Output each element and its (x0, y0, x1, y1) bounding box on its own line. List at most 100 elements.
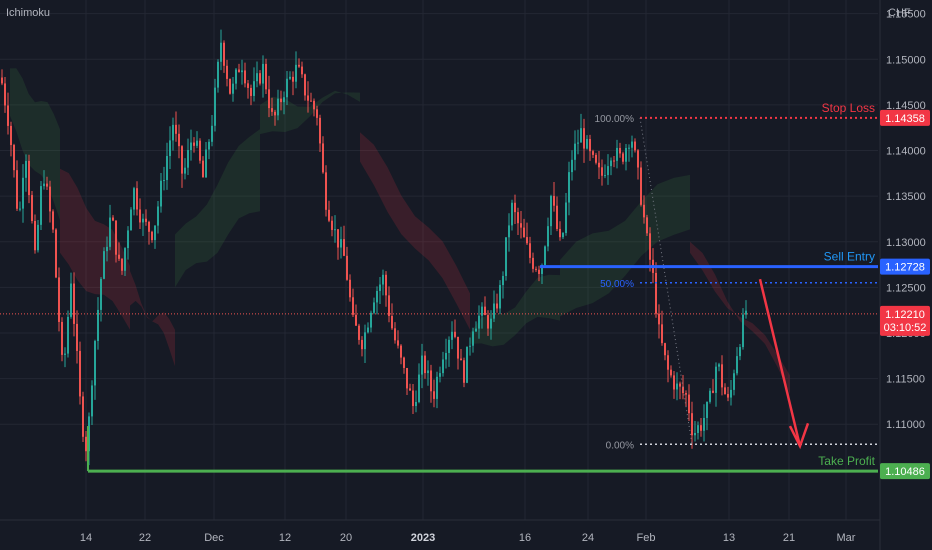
candle-body (670, 369, 672, 376)
candle-body (547, 226, 549, 247)
candle-body (295, 64, 297, 82)
candle-body (19, 208, 21, 210)
candle-body (202, 160, 204, 178)
candle-body (448, 339, 450, 353)
x-tick-label: 16 (519, 532, 531, 544)
candle-body (550, 195, 552, 227)
candle-body (412, 390, 414, 407)
cloud-region (560, 174, 690, 317)
candle-body (7, 105, 9, 126)
candle-body (154, 225, 156, 241)
candle-body (274, 111, 276, 116)
candle-body (532, 257, 534, 269)
candle-body (364, 332, 366, 350)
candle-body (76, 323, 78, 351)
candle-body (511, 202, 513, 226)
candle-body (148, 221, 150, 232)
candle-body (124, 248, 126, 271)
y-tick-label: 1.11000 (886, 419, 925, 431)
candle-body (745, 310, 747, 315)
candle-body (361, 339, 363, 350)
candle-body (67, 316, 69, 354)
candle-body (484, 306, 486, 316)
candle-body (391, 315, 393, 329)
candle-body (727, 394, 729, 398)
candle-body (589, 138, 591, 152)
candle-body (697, 425, 699, 433)
candle-body (52, 211, 54, 230)
candle-body (247, 83, 249, 88)
candle-body (91, 385, 93, 417)
candle-body (127, 230, 129, 249)
candle-body (640, 167, 642, 205)
x-tick-label: 13 (723, 532, 735, 544)
x-tick-label: 21 (783, 532, 795, 544)
candle-body (115, 220, 117, 255)
candle-body (169, 140, 171, 157)
candle-body (79, 350, 81, 397)
x-tick-label: 14 (80, 532, 92, 544)
cloud-region (175, 129, 260, 288)
cloud-region (470, 274, 560, 347)
candle-body (424, 355, 426, 374)
sell-entry-tag-text: 1.12728 (885, 262, 925, 274)
x-tick-label: 24 (582, 532, 594, 544)
take-profit-tag-text: 1.10486 (885, 466, 925, 478)
candle-body (130, 209, 132, 231)
current-price-text: 1.12210 (885, 309, 925, 321)
indicator-label[interactable]: Ichimoku (6, 7, 51, 19)
take-profit-tag-box (880, 463, 930, 480)
candle-body (646, 217, 648, 234)
candle-body (556, 205, 558, 229)
candle-body (517, 212, 519, 224)
candle-body (151, 231, 153, 241)
y-tick-label: 1.14500 (886, 100, 926, 112)
candle-body (49, 186, 51, 212)
sell-entry-label: Sell Entry (824, 250, 875, 264)
candle-body (181, 146, 183, 174)
candle-body (553, 195, 555, 206)
candle-body (655, 272, 657, 314)
candle-body (175, 124, 177, 134)
candle-body (418, 374, 420, 402)
candle-body (211, 125, 213, 142)
candle-body (469, 345, 471, 347)
candle-body (322, 143, 324, 173)
candle-body (313, 100, 315, 110)
candle-body (388, 295, 390, 316)
y-tick-label: 1.15500 (886, 9, 926, 21)
candle-body (463, 360, 465, 383)
candle-body (700, 425, 702, 431)
candle-body (514, 202, 516, 213)
candle-body (307, 95, 309, 101)
candle-body (265, 63, 267, 90)
candle-body (724, 387, 726, 395)
candle-body (679, 383, 681, 387)
candle-body (472, 331, 474, 346)
candle-body (97, 309, 99, 342)
candle-body (10, 125, 12, 146)
candle-body (439, 373, 441, 377)
candle-body (379, 284, 381, 291)
candle-body (316, 109, 318, 118)
fib-label: 50.00% (600, 279, 634, 290)
candle-body (499, 285, 501, 309)
candle-body (319, 117, 321, 144)
candle-body (661, 324, 663, 344)
candle-body (667, 355, 669, 370)
candle-body (178, 133, 180, 147)
candle-body (637, 150, 639, 168)
candle-body (685, 393, 687, 395)
candle-body (70, 283, 72, 317)
candle-body (493, 303, 495, 319)
candle-body (409, 388, 411, 391)
candle-body (709, 390, 711, 402)
candle-body (160, 180, 162, 207)
projection-arrowhead (788, 422, 810, 450)
x-tick-label: Dec (204, 532, 224, 544)
projection-arrow (758, 278, 802, 447)
candle-body (373, 302, 375, 313)
candle-body (259, 73, 261, 84)
